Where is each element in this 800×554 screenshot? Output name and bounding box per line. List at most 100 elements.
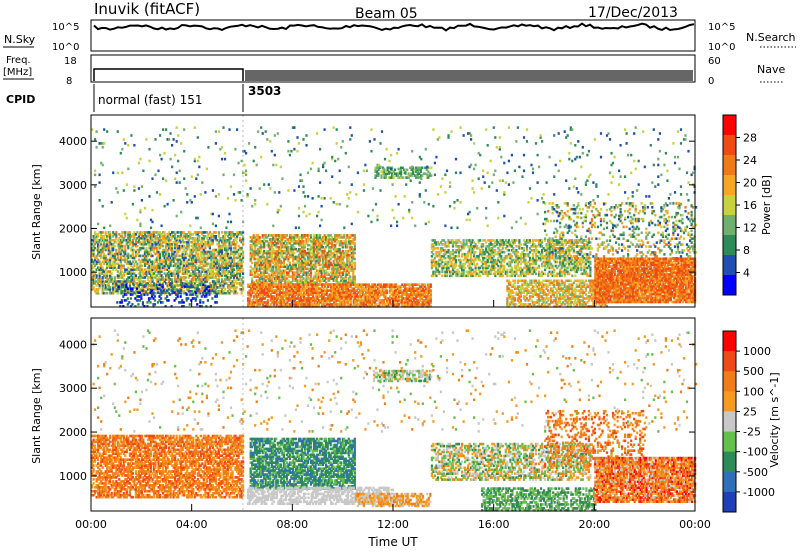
heatmap-cell — [139, 233, 142, 236]
heatmap-cell — [151, 262, 154, 266]
heatmap-cell — [97, 288, 100, 291]
heatmap-cell — [137, 254, 140, 258]
heatmap-cell — [129, 297, 132, 300]
heatmap-cell — [142, 254, 145, 258]
heatmap-cell — [106, 237, 109, 240]
heatmap-cell — [92, 238, 95, 242]
heatmap-cell — [119, 235, 122, 238]
heatmap-cell — [121, 240, 124, 244]
heatmap-cell — [151, 260, 154, 264]
heatmap-cell — [103, 258, 106, 262]
heatmap-cell — [95, 254, 98, 258]
heatmap-cell — [225, 244, 228, 248]
heatmap-cell — [154, 264, 157, 268]
heatmap-cell — [119, 242, 122, 246]
heatmap-cell — [316, 283, 319, 286]
heatmap-cell — [140, 237, 143, 240]
heatmap-cell — [140, 276, 143, 279]
heatmap-cell — [116, 256, 119, 260]
heatmap-cell — [137, 240, 140, 244]
heatmap-cell — [196, 252, 199, 256]
heatmap-cell — [115, 252, 118, 256]
heatmap-cell — [115, 280, 118, 283]
heatmap-cell — [155, 246, 159, 250]
heatmap-cell — [95, 290, 98, 293]
heatmap-cell — [162, 244, 165, 248]
heatmap-cell — [187, 297, 190, 300]
heatmap-cell — [149, 252, 153, 256]
heatmap-cell — [157, 256, 160, 260]
heatmap-cell — [146, 282, 150, 285]
heatmap-cell — [152, 264, 156, 268]
heatmap-cell — [109, 276, 112, 279]
heatmap-cell — [104, 260, 107, 264]
heatmap-cell — [130, 256, 133, 260]
heatmap-cell — [109, 260, 112, 264]
heatmap-cell — [142, 280, 145, 283]
heatmap-cell — [130, 262, 133, 266]
heatmap-cell — [159, 268, 162, 271]
heatmap-cell — [121, 231, 124, 234]
heatmap-cell — [139, 231, 142, 234]
heatmap-cell — [121, 264, 124, 268]
heatmap-cell — [130, 274, 133, 277]
heatmap-cell — [101, 244, 104, 248]
heatmap-cell — [148, 231, 151, 234]
heatmap-cell — [232, 268, 236, 271]
heatmap-cell — [92, 262, 95, 266]
heatmap-cell — [140, 242, 143, 246]
heatmap-cell — [113, 284, 116, 287]
heatmap-cell — [171, 278, 174, 281]
heatmap-cell — [198, 235, 201, 238]
heatmap-cell — [130, 291, 133, 295]
heatmap-cell — [155, 237, 159, 240]
heatmap-cell — [124, 291, 127, 295]
heatmap-cell — [92, 254, 95, 258]
heatmap-cell — [140, 280, 143, 283]
heatmap-cell — [101, 250, 104, 254]
heatmap-cell — [353, 234, 356, 237]
heatmap-cell — [133, 278, 136, 281]
heatmap-cell — [101, 260, 104, 264]
heatmap-cell — [377, 172, 380, 175]
heatmap-cell — [148, 268, 151, 271]
heatmap-cell — [159, 238, 162, 242]
heatmap-cell — [143, 242, 147, 246]
heatmap-cell — [154, 244, 157, 248]
heatmap-cell — [142, 231, 145, 234]
heatmap-cell — [133, 248, 136, 252]
heatmap-cell — [92, 286, 95, 289]
power-cells — [91, 126, 698, 308]
heatmap-cell — [121, 276, 124, 279]
heatmap-cell — [127, 233, 130, 236]
heatmap-cell — [149, 276, 153, 279]
heatmap-cell — [106, 274, 109, 277]
heatmap-cell — [104, 291, 107, 295]
heatmap-cell — [223, 288, 227, 291]
heatmap-cell — [266, 299, 269, 302]
heatmap-cell — [103, 244, 106, 248]
heatmap-cell — [148, 240, 151, 244]
heatmap-cell — [119, 266, 122, 269]
heatmap-cell — [119, 288, 122, 291]
heatmap-cell — [94, 282, 97, 285]
heatmap-cell — [173, 285, 176, 288]
freq-strip: Freq. [MHz] 18 8 60 0 Nave — [3, 54, 785, 87]
heatmap-cell — [134, 233, 137, 236]
heatmap-cell — [98, 231, 101, 234]
heatmap-cell — [154, 258, 157, 262]
heatmap-cell — [124, 256, 127, 260]
heatmap-cell — [95, 233, 98, 236]
heatmap-cell — [95, 262, 98, 266]
heatmap-cell — [92, 250, 95, 254]
heatmap-cell — [157, 242, 160, 246]
heatmap-cell — [146, 240, 150, 244]
heatmap-cell — [151, 268, 154, 271]
heatmap-cell — [112, 244, 115, 248]
heatmap-cell — [107, 248, 110, 252]
heatmap-cell — [130, 270, 133, 273]
heatmap-cell — [130, 254, 133, 258]
heatmap-cell — [149, 242, 153, 246]
heatmap-cell — [117, 285, 120, 288]
heatmap-cell — [139, 260, 142, 264]
